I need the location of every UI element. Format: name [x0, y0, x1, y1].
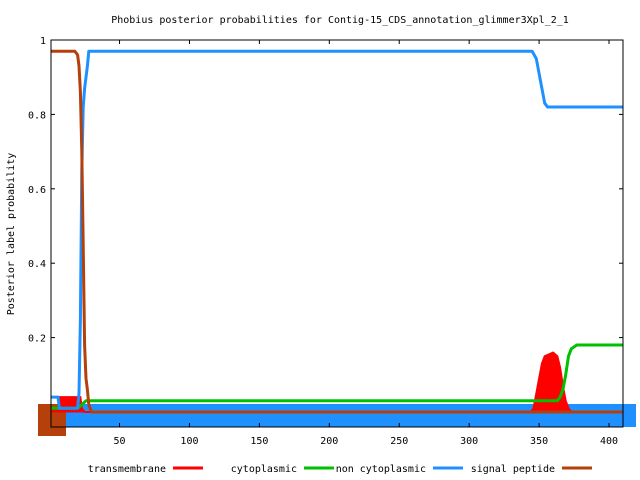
plot-frame — [50, 39, 624, 428]
series-transmembrane-line — [50, 351, 623, 413]
series-cytoplasmic-line — [51, 343, 623, 410]
legend: transmembrane cytoplasmic non cytoplasmic s… — [88, 464, 592, 475]
y-tick-label-1: 0.4 — [28, 259, 46, 270]
x-tick-label-200: 200 — [320, 436, 338, 447]
x-axis-ticks: 50 100 150 200 250 300 350 400 — [114, 40, 618, 447]
chart-title: Phobius posterior probabilities for Cont… — [111, 15, 569, 26]
y-axis-label: Posterior label probability — [6, 153, 17, 316]
y-axis-ticks: 0.2 0.4 0.6 0.8 1 — [28, 36, 623, 345]
series-transmembrane-area — [50, 351, 623, 413]
y-tick-label-2: 0.6 — [28, 185, 46, 196]
x-tick-label-350: 350 — [530, 436, 548, 447]
x-tick-label-150: 150 — [250, 436, 268, 447]
y-tick-label-0: 0.2 — [28, 334, 46, 345]
series-non-cytoplasmic-line — [51, 49, 623, 410]
x-tick-label-300: 300 — [460, 436, 478, 447]
series-layer — [50, 49, 623, 414]
x-tick-label-400: 400 — [600, 436, 618, 447]
legend-label-signal-peptide: signal peptide — [471, 464, 555, 475]
x-tick-label-100: 100 — [180, 436, 198, 447]
x-tick-label-250: 250 — [390, 436, 408, 447]
y-tick-label-4: 1 — [40, 36, 46, 47]
legend-label-cytoplasmic: cytoplasmic — [231, 464, 297, 475]
series-signal-peptide-line — [51, 49, 623, 414]
x-tick-label-50: 50 — [114, 436, 126, 447]
band-non-cytoplasmic — [38, 404, 636, 427]
legend-label-non-cytoplasmic: non cytoplasmic — [336, 464, 426, 475]
y-tick-label-3: 0.8 — [28, 110, 46, 121]
legend-label-transmembrane: transmembrane — [88, 464, 166, 475]
